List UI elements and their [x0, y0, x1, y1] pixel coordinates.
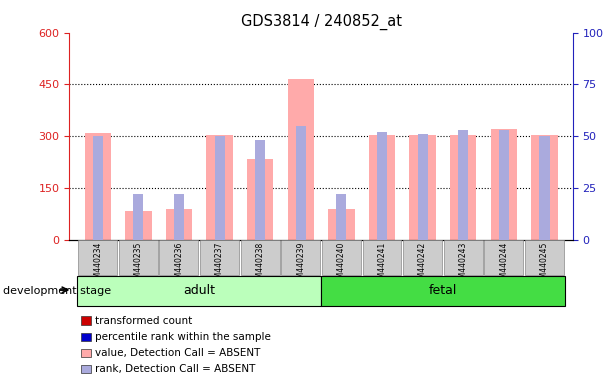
- Bar: [377, 132, 387, 240]
- Bar: [458, 130, 469, 240]
- Bar: [499, 130, 509, 240]
- Text: GSM440242: GSM440242: [418, 242, 427, 288]
- Bar: [247, 159, 273, 240]
- Text: rank, Detection Call = ABSENT: rank, Detection Call = ABSENT: [95, 364, 255, 374]
- Bar: [539, 136, 549, 240]
- FancyBboxPatch shape: [241, 240, 280, 275]
- Bar: [409, 135, 436, 240]
- FancyBboxPatch shape: [282, 240, 320, 275]
- FancyBboxPatch shape: [444, 240, 483, 275]
- Text: fetal: fetal: [429, 285, 457, 297]
- Text: development stage: development stage: [3, 286, 111, 296]
- Text: GSM440241: GSM440241: [377, 242, 387, 288]
- Text: GSM440239: GSM440239: [296, 242, 305, 288]
- Text: percentile rank within the sample: percentile rank within the sample: [95, 332, 271, 342]
- FancyBboxPatch shape: [525, 240, 564, 275]
- FancyBboxPatch shape: [321, 276, 565, 306]
- Bar: [531, 135, 558, 240]
- Bar: [125, 210, 151, 240]
- Bar: [255, 141, 265, 240]
- FancyBboxPatch shape: [78, 240, 117, 275]
- FancyBboxPatch shape: [484, 240, 523, 275]
- Text: GSM440244: GSM440244: [499, 242, 508, 288]
- FancyBboxPatch shape: [77, 276, 321, 306]
- Bar: [133, 194, 144, 240]
- FancyBboxPatch shape: [159, 240, 198, 275]
- FancyBboxPatch shape: [119, 240, 158, 275]
- Title: GDS3814 / 240852_at: GDS3814 / 240852_at: [241, 14, 402, 30]
- Text: GSM440235: GSM440235: [134, 242, 143, 288]
- Bar: [166, 209, 192, 240]
- FancyBboxPatch shape: [200, 240, 239, 275]
- FancyBboxPatch shape: [403, 240, 442, 275]
- FancyBboxPatch shape: [322, 240, 361, 275]
- Bar: [369, 135, 395, 240]
- Bar: [93, 136, 103, 240]
- Bar: [84, 133, 111, 240]
- Bar: [450, 135, 476, 240]
- Text: GSM440245: GSM440245: [540, 242, 549, 288]
- Bar: [336, 194, 347, 240]
- Bar: [491, 129, 517, 240]
- Text: value, Detection Call = ABSENT: value, Detection Call = ABSENT: [95, 348, 260, 358]
- Text: GSM440243: GSM440243: [459, 242, 468, 288]
- Text: GSM440237: GSM440237: [215, 242, 224, 288]
- FancyBboxPatch shape: [362, 240, 402, 275]
- Text: GSM440238: GSM440238: [256, 242, 265, 288]
- Text: GSM440240: GSM440240: [337, 242, 346, 288]
- Text: transformed count: transformed count: [95, 316, 192, 326]
- Bar: [206, 135, 233, 240]
- Text: GSM440236: GSM440236: [174, 242, 183, 288]
- Bar: [328, 209, 355, 240]
- Bar: [417, 134, 428, 240]
- Bar: [288, 79, 314, 240]
- Bar: [295, 126, 306, 240]
- Bar: [174, 194, 184, 240]
- Text: adult: adult: [183, 285, 215, 297]
- Text: GSM440234: GSM440234: [93, 242, 103, 288]
- Bar: [215, 136, 225, 240]
